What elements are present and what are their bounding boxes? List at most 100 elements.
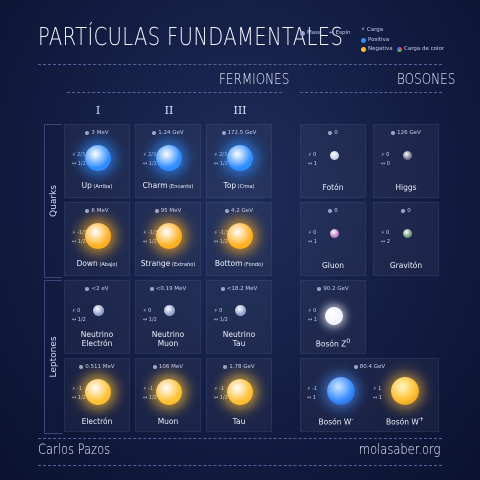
- fermions-divider: [67, 92, 282, 93]
- fermion-4-charge: -1/3: [148, 230, 158, 236]
- boson-2-cell: 0 ⚡ 0 ↔ 1 Gluon: [300, 202, 366, 276]
- legend-color-charge-label: Carga de color: [404, 46, 445, 52]
- fermion-11-mass-value: 1.78 GeV: [229, 364, 255, 370]
- negative-icon: [361, 46, 366, 52]
- boson-4-spin: 1: [313, 317, 317, 323]
- fermion-7-charge: 0: [148, 308, 152, 314]
- boson-4-mass-value: 90.2 GeV: [323, 286, 349, 292]
- fermion-7-mass-value: <0.19 MeV: [155, 286, 187, 292]
- w-minus-spin: 1: [312, 395, 316, 401]
- spin-icon: ↔: [143, 239, 148, 245]
- fermion-7-spin: 1/2: [148, 317, 157, 323]
- mass-icon: [85, 286, 90, 291]
- mass-icon: [85, 208, 90, 213]
- boson-1-ball: [402, 151, 412, 160]
- fermion-6-charge: 0: [77, 308, 81, 314]
- mass-icon: [221, 130, 226, 135]
- fermion-2-props: ⚡ 2/3 ↔ 1/2: [214, 151, 228, 169]
- spin-icon: ↔: [381, 161, 386, 167]
- fermion-8-ball: [234, 305, 246, 316]
- spin-icon: ↔: [72, 395, 77, 401]
- fermion-1-name-text: Charm: [142, 181, 168, 190]
- w-boson-mass-value: 80.4 GeV: [359, 364, 386, 370]
- boson-4-cell: 90.2 GeV ⚡ 0 ↔ 1 Bosón Z0: [300, 280, 366, 354]
- fermion-7-cell: <0.19 MeV ⚡ 0 ↔ 1/2 Neutrino Muon: [135, 280, 201, 354]
- fermion-1-mass-value: 1.24 GeV: [158, 130, 184, 136]
- mass-icon: [79, 364, 84, 369]
- spin-icon: ↔: [72, 239, 77, 245]
- boson-2-name-text: Gluon: [322, 261, 344, 270]
- fermion-6-name-text: Neutrino: [80, 330, 114, 339]
- fermion-8-mass-value: <18.2 MeV: [226, 286, 258, 292]
- footer-divider-top: [38, 438, 442, 439]
- boson-0-ball: [329, 151, 339, 160]
- charge-icon: ⚡: [361, 27, 365, 33]
- spin-icon: ↔: [308, 317, 313, 323]
- fermion-7-name: Neutrino Muon: [136, 330, 200, 348]
- footer-divider-bottom: [38, 465, 442, 466]
- w-minus-name: Bosón W-: [301, 415, 371, 427]
- generation-2: II: [164, 104, 174, 117]
- mass-icon: [149, 286, 154, 291]
- fermion-0-name: Up (Arriba): [65, 181, 129, 192]
- spin-icon: ↔: [373, 395, 378, 401]
- legend-positive: Positiva: [361, 37, 389, 43]
- boson-4-mass: 90.2 GeV: [301, 286, 365, 292]
- boson-3-name-text: Gravitón: [389, 261, 423, 270]
- fermion-1-spin: 1/2: [148, 161, 157, 167]
- w-plus-name-text: Bosón W: [385, 417, 419, 426]
- fermion-8-charge: 0: [219, 308, 223, 314]
- fermion-7-props: ⚡ 0 ↔ 1/2: [143, 307, 157, 325]
- mass-icon: [85, 130, 90, 135]
- boson-1-mass-value: 126 GeV: [397, 130, 421, 136]
- w-boson-mass: 80.4 GeV: [301, 364, 438, 370]
- boson-1-name-text: Higgs: [395, 183, 417, 192]
- fermion-1-ball: [156, 145, 182, 171]
- fermion-5-ball: [227, 223, 253, 249]
- boson-3-mass: 0: [374, 208, 438, 214]
- spin-icon: ↔: [214, 395, 219, 401]
- w-plus-spin: 1: [378, 395, 382, 401]
- author-credit: Carlos Pazos: [38, 442, 111, 458]
- fermion-1-name: Charm (Encanto): [136, 181, 200, 192]
- fermion-6-ball: [92, 305, 104, 316]
- w-minus-charge: -1: [312, 386, 318, 392]
- boson-2-spin: 1: [313, 239, 317, 245]
- fermion-9-mass: 0.511 MeV: [65, 364, 129, 370]
- boson-0-mass-value: 0: [334, 130, 338, 136]
- w-plus-props: ⚡ 1 ↔ 1: [373, 385, 382, 403]
- fermions-heading: FERMIONES: [219, 70, 290, 88]
- fermion-0-ball: [85, 145, 111, 171]
- page-title: PARTÍCULAS FUNDAMENTALES: [38, 22, 344, 51]
- fermion-5-mass-value: 4.2 GeV: [231, 208, 253, 214]
- charge-icon: ⚡: [72, 152, 76, 158]
- bosons-heading: BOSONES: [397, 70, 456, 88]
- legend-positive-label: Positiva: [368, 37, 390, 43]
- fermion-9-spin: 1/2: [77, 395, 86, 401]
- fermion-11-cell: 1.78 GeV ⚡ -1 ↔ 1/2 Tau: [206, 358, 272, 432]
- fermion-0-name-text: Up: [81, 181, 92, 190]
- boson-2-charge: 0: [313, 230, 317, 236]
- spin-icon: ↔: [143, 317, 148, 323]
- boson-4-sup: 0: [346, 337, 351, 345]
- boson-0-spin: 1: [313, 161, 317, 167]
- boson-4-ball: [325, 307, 343, 325]
- fermion-3-ball: [85, 223, 111, 249]
- fermion-0-charge: 2/3: [77, 152, 86, 158]
- fermion-8-name: Neutrino Tau: [207, 330, 271, 348]
- mass-icon: [152, 364, 157, 369]
- spin-icon: ↔: [143, 161, 148, 167]
- w-plus-sup: +: [418, 415, 425, 423]
- boson-3-charge: 0: [386, 230, 390, 236]
- boson-0-name: Fotón: [301, 183, 365, 192]
- fermion-0-note: (Arriba): [91, 184, 113, 190]
- boson-1-cell: 126 GeV ⚡ 0 ↔ 0 Higgs: [373, 124, 439, 198]
- fermion-4-mass-value: 95 MeV: [160, 208, 182, 214]
- fermion-5-cell: 4.2 GeV ⚡ -1/3 ↔ 1/2 Bottom (Fondo): [206, 202, 272, 276]
- fermion-11-props: ⚡ -1 ↔ 1/2: [214, 385, 228, 403]
- fermion-6-spin: 1/2: [77, 317, 86, 323]
- fermion-0-props: ⚡ 2/3 ↔ 1/2: [72, 151, 86, 169]
- title-divider: [38, 64, 442, 65]
- boson-4-props: ⚡ 0 ↔ 1: [308, 307, 317, 325]
- site-link[interactable]: molasaber.org: [358, 442, 440, 458]
